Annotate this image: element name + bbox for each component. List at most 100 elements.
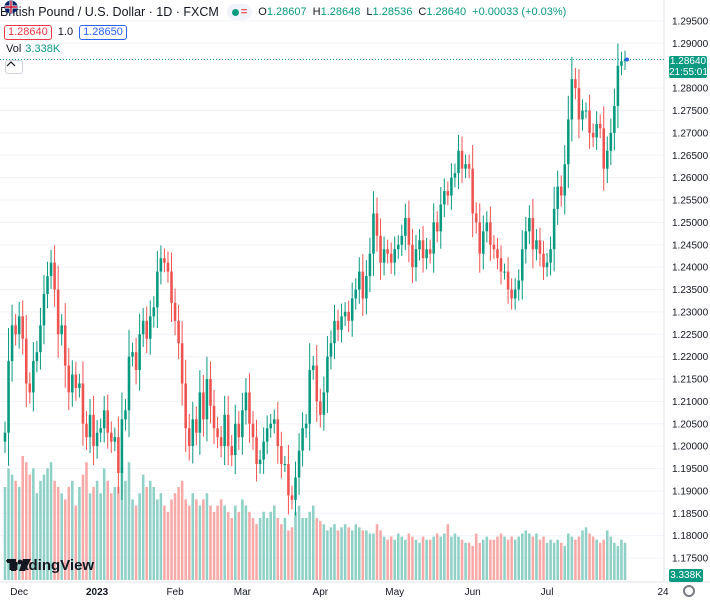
candle[interactable] xyxy=(251,410,255,450)
candle[interactable] xyxy=(265,415,269,455)
candle[interactable] xyxy=(464,154,467,179)
candle[interactable] xyxy=(223,395,226,466)
candle[interactable] xyxy=(482,215,485,270)
candle[interactable] xyxy=(131,342,134,367)
candle[interactable] xyxy=(294,461,297,516)
candle[interactable] xyxy=(581,99,584,131)
candle[interactable] xyxy=(524,217,528,264)
candle[interactable] xyxy=(595,111,598,151)
candle[interactable] xyxy=(499,245,503,285)
candle[interactable] xyxy=(396,235,400,259)
candle[interactable] xyxy=(173,288,177,336)
candle[interactable] xyxy=(358,257,361,304)
candle[interactable] xyxy=(407,200,411,263)
candle[interactable] xyxy=(304,414,308,438)
candle[interactable] xyxy=(478,203,482,273)
candle[interactable] xyxy=(230,434,234,467)
candle[interactable] xyxy=(425,238,428,270)
candle[interactable] xyxy=(428,239,432,264)
candle[interactable] xyxy=(556,170,559,225)
candle[interactable] xyxy=(542,240,545,280)
candle[interactable] xyxy=(177,304,180,360)
candle[interactable] xyxy=(620,51,623,76)
candle[interactable] xyxy=(453,163,457,188)
candle[interactable] xyxy=(28,372,32,404)
candle[interactable] xyxy=(563,145,567,215)
candle[interactable] xyxy=(226,395,230,466)
candle[interactable] xyxy=(492,235,496,259)
candle[interactable] xyxy=(88,398,92,454)
candle[interactable] xyxy=(372,191,375,276)
candle[interactable] xyxy=(319,388,322,428)
candle[interactable] xyxy=(138,313,141,391)
candle[interactable] xyxy=(297,433,301,495)
candle[interactable] xyxy=(32,342,35,412)
candle[interactable] xyxy=(361,254,365,316)
candle[interactable] xyxy=(365,260,368,315)
candle[interactable] xyxy=(386,239,389,264)
candle[interactable] xyxy=(7,327,10,466)
candle[interactable] xyxy=(411,228,414,284)
candle[interactable] xyxy=(92,395,95,466)
candle[interactable] xyxy=(113,427,117,452)
candle[interactable] xyxy=(457,134,460,190)
candle[interactable] xyxy=(156,251,159,328)
candle[interactable] xyxy=(496,238,499,270)
candle[interactable] xyxy=(538,227,542,267)
candle[interactable] xyxy=(134,337,138,385)
candle[interactable] xyxy=(616,43,620,129)
symbol-title[interactable]: British Pound / U.S. Dollar · 1D · FXCM xyxy=(0,5,219,19)
candle[interactable] xyxy=(421,225,425,273)
candle[interactable] xyxy=(56,265,60,358)
candle[interactable] xyxy=(234,404,237,475)
candle[interactable] xyxy=(609,118,613,166)
candle[interactable] xyxy=(124,399,127,431)
candle[interactable] xyxy=(382,236,386,276)
candle[interactable] xyxy=(336,309,340,341)
candle[interactable] xyxy=(290,485,294,510)
candle[interactable] xyxy=(443,178,446,218)
candle[interactable] xyxy=(262,427,265,474)
candle[interactable] xyxy=(141,308,145,348)
candle[interactable] xyxy=(148,300,152,355)
candle[interactable] xyxy=(570,57,574,142)
symbol-legend[interactable]: British Pound / U.S. Dollar · 1D · FXCM … xyxy=(0,0,569,24)
candle[interactable] xyxy=(81,361,85,446)
candle[interactable] xyxy=(241,392,244,455)
candle[interactable] xyxy=(166,251,170,283)
candle[interactable] xyxy=(301,412,304,467)
candle[interactable] xyxy=(145,306,148,354)
candle[interactable] xyxy=(85,410,88,450)
candle[interactable] xyxy=(39,307,42,370)
candle[interactable] xyxy=(127,329,131,438)
candle[interactable] xyxy=(531,198,535,269)
candle[interactable] xyxy=(393,236,396,276)
candle[interactable] xyxy=(35,340,39,373)
candle[interactable] xyxy=(577,69,581,139)
candle[interactable] xyxy=(474,202,478,234)
candle[interactable] xyxy=(10,304,14,382)
candle[interactable] xyxy=(545,253,549,277)
candle[interactable] xyxy=(439,187,443,249)
candle[interactable] xyxy=(432,203,435,273)
candle[interactable] xyxy=(287,445,290,515)
candle[interactable] xyxy=(53,245,56,307)
market-status-pill[interactable]: = xyxy=(226,4,253,20)
candle[interactable] xyxy=(49,249,53,289)
candle[interactable] xyxy=(21,300,24,355)
candle[interactable] xyxy=(152,296,156,328)
candle[interactable] xyxy=(42,274,46,345)
candle[interactable] xyxy=(435,211,439,243)
candle[interactable] xyxy=(389,242,393,274)
candle[interactable] xyxy=(471,144,474,238)
candle[interactable] xyxy=(187,413,191,461)
candle[interactable] xyxy=(237,410,241,450)
candle[interactable] xyxy=(513,278,517,310)
candle[interactable] xyxy=(379,218,382,281)
candle[interactable] xyxy=(110,421,113,453)
candle[interactable] xyxy=(446,181,450,206)
candle[interactable] xyxy=(329,330,333,370)
candle[interactable] xyxy=(205,356,209,442)
candle[interactable] xyxy=(258,449,262,474)
